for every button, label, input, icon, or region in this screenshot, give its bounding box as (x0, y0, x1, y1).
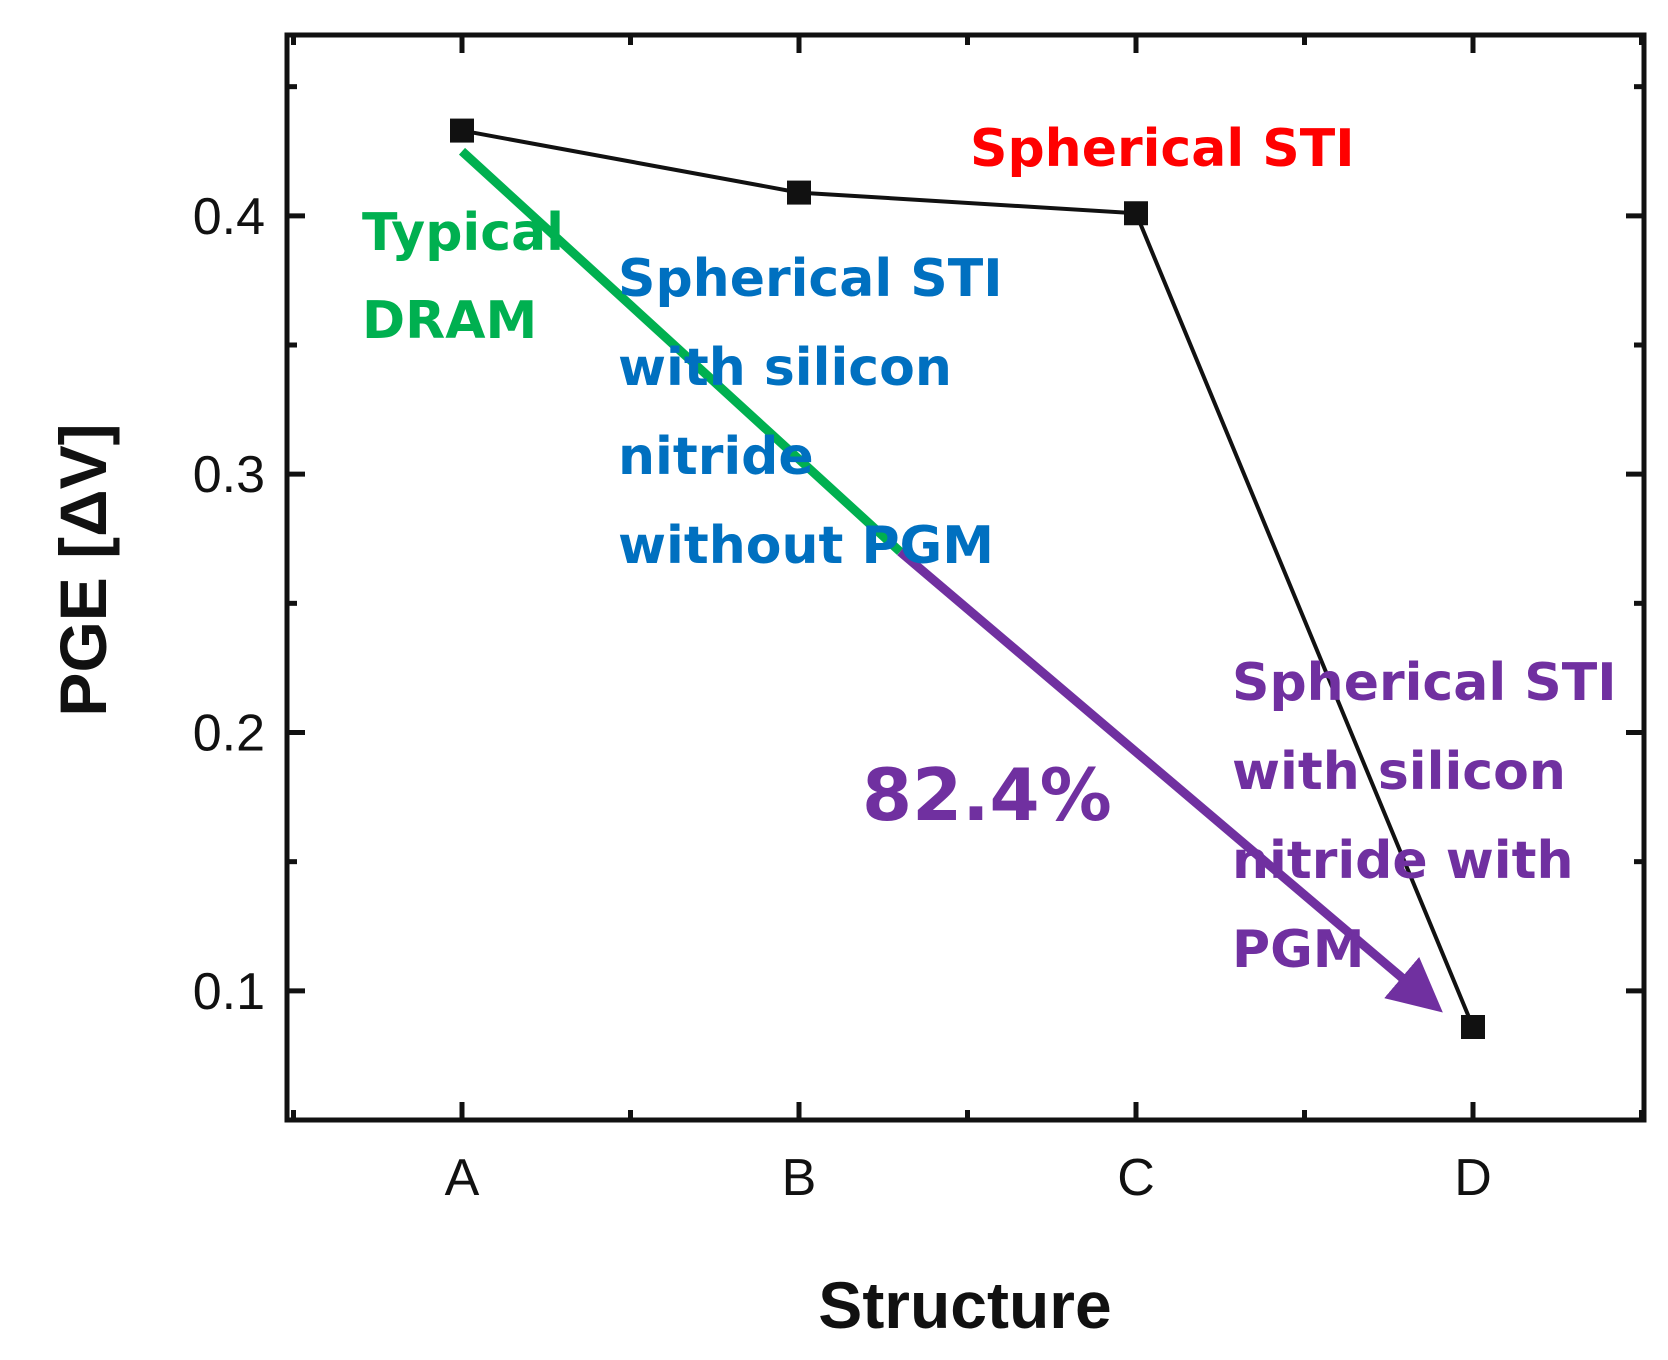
y-tick-label: 0.3 (193, 446, 265, 504)
x-tick-labels: A B C D (445, 1149, 1492, 1207)
x-tick-label: D (1454, 1149, 1492, 1207)
x-axis-title: Structure (818, 1268, 1111, 1342)
data-point-D (1461, 1015, 1485, 1039)
green-trend-arrow (458, 147, 904, 555)
data-point-B (787, 180, 811, 205)
axis-ticks (287, 35, 1644, 1120)
y-tick-labels: 0.1 0.2 0.3 0.4 (193, 188, 265, 1021)
data-point-A (450, 118, 474, 143)
annotation-spherical-sti: Spherical STI (970, 119, 1355, 179)
with-pgm-line-2: with silicon (1232, 742, 1566, 802)
without-pgm-line-1: Spherical STI (618, 249, 1003, 309)
y-tick-label: 0.1 (193, 963, 265, 1021)
plot-frame (284, 32, 1647, 1123)
y-tick-label: 0.2 (193, 705, 265, 763)
data-point-C (1124, 201, 1148, 226)
with-pgm-line-4: PGM (1232, 920, 1365, 980)
annotation-reduction-percent: 82.4% (862, 753, 1112, 837)
purple-trend-arrow (897, 548, 1443, 1013)
with-pgm-line-1: Spherical STI (1232, 653, 1617, 713)
typical-dram-line-2: DRAM (362, 291, 537, 351)
without-pgm-line-4: without PGM (618, 516, 994, 576)
series-line (461, 128, 1475, 1028)
data-series (450, 118, 1485, 1039)
x-tick-label: A (445, 1149, 480, 1207)
x-tick-label: C (1117, 1149, 1155, 1207)
without-pgm-line-2: with silicon (618, 338, 952, 398)
x-tick-label: B (782, 1149, 817, 1207)
y-axis-title: PGE [ΔV] (46, 423, 120, 716)
y-tick-label: 0.4 (193, 188, 265, 246)
without-pgm-line-3: nitride (618, 427, 814, 487)
annotation-with-pgm: Spherical STI with silicon nitride with … (1232, 653, 1635, 980)
annotation-without-pgm: Spherical STI with silicon nitride witho… (618, 249, 1021, 576)
trend-arrows (458, 147, 1443, 1013)
with-pgm-line-3: nitride with (1232, 831, 1574, 891)
annotation-typical-dram: Typical DRAM (362, 203, 582, 351)
typical-dram-line-1: Typical (362, 203, 564, 263)
